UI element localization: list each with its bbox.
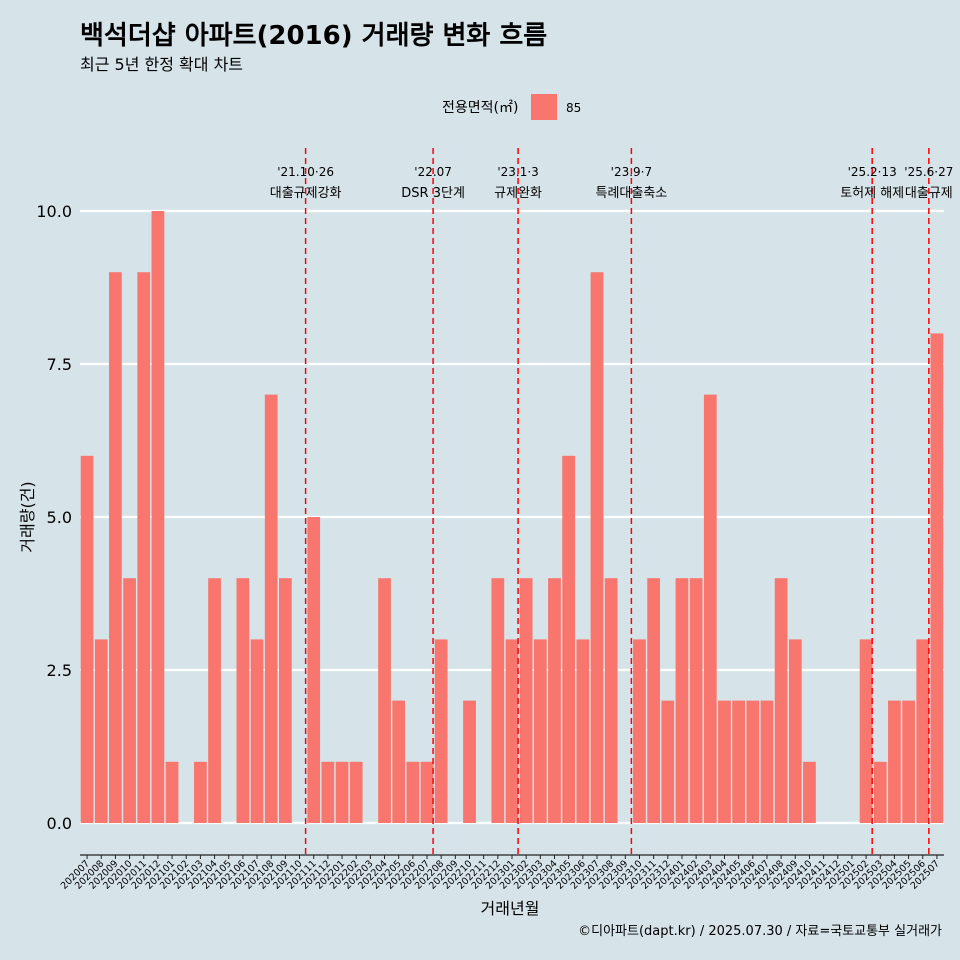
event-date: '23.1·3 bbox=[497, 165, 538, 179]
bar bbox=[194, 761, 207, 823]
bar bbox=[689, 578, 703, 823]
bar bbox=[123, 578, 136, 823]
event-date: '25.2·13 bbox=[848, 165, 897, 179]
legend-swatch bbox=[531, 94, 557, 120]
event-date: '23.9·7 bbox=[611, 165, 652, 179]
bar bbox=[165, 761, 179, 823]
event-lines: '21.10·26 대출규제강화 '22.07 DSR 3단계 '23.1·3 규제완화 '… bbox=[270, 148, 953, 855]
legend-title: 전용면적(㎡) bbox=[442, 100, 518, 116]
y-tick-label: 7.5 bbox=[47, 355, 72, 374]
bar bbox=[562, 455, 576, 823]
bar bbox=[675, 578, 689, 823]
bar bbox=[732, 700, 745, 823]
bar bbox=[902, 700, 915, 823]
event-date: '25.6·27 bbox=[904, 165, 953, 179]
chart-subtitle: 최근 5년 한정 확대 차트 bbox=[80, 55, 243, 74]
event-date: '22.07 bbox=[414, 165, 452, 179]
bar bbox=[109, 272, 122, 823]
event-label: 특례대출축소 bbox=[596, 186, 668, 201]
bar bbox=[633, 639, 646, 823]
bar bbox=[930, 333, 944, 823]
event-label: 대출규제 bbox=[905, 186, 953, 201]
bar bbox=[378, 578, 391, 823]
bar bbox=[760, 700, 774, 823]
caption: ©디아파트(dapt.kr) / 2025.07.30 / 자료=국토교통부 실… bbox=[578, 924, 942, 939]
event-label: 규제완화 bbox=[494, 186, 542, 201]
bar bbox=[803, 761, 816, 823]
bar bbox=[208, 578, 221, 823]
bar bbox=[703, 394, 717, 823]
x-axis: 2020072020082020092020102020112020122021… bbox=[59, 854, 944, 892]
y-axis: 0.0 2.5 5.0 7.5 10.0 bbox=[36, 202, 72, 833]
y-tick-label: 5.0 bbox=[47, 508, 72, 527]
bar bbox=[505, 639, 519, 823]
bar bbox=[788, 639, 802, 823]
bar bbox=[392, 700, 406, 823]
bar bbox=[590, 272, 604, 823]
bar bbox=[647, 578, 661, 823]
bar bbox=[279, 578, 292, 823]
y-tick-label: 2.5 bbox=[47, 661, 72, 680]
bar bbox=[888, 700, 901, 823]
bar bbox=[335, 761, 349, 823]
event-label: DSR 3단계 bbox=[401, 186, 465, 201]
bar bbox=[533, 639, 547, 823]
bar bbox=[264, 394, 278, 823]
y-tick-label: 10.0 bbox=[36, 202, 72, 221]
bar bbox=[859, 639, 873, 823]
event-label: 대출규제강화 bbox=[270, 186, 342, 201]
bar bbox=[321, 761, 335, 823]
y-axis-title: 거래량(건) bbox=[18, 481, 37, 552]
bar bbox=[434, 639, 448, 823]
bar bbox=[519, 578, 533, 823]
bar bbox=[80, 455, 94, 823]
bar bbox=[604, 578, 618, 823]
bar bbox=[406, 761, 420, 823]
bar bbox=[576, 639, 590, 823]
y-tick-label: 0.0 bbox=[47, 814, 72, 833]
bar bbox=[137, 272, 151, 823]
event-label: 토허제 해제 bbox=[840, 186, 904, 201]
bar bbox=[661, 700, 675, 823]
bar bbox=[548, 578, 561, 823]
bar bbox=[420, 761, 434, 823]
bar bbox=[873, 761, 887, 823]
bar bbox=[916, 639, 930, 823]
bar bbox=[349, 761, 363, 823]
bar bbox=[774, 578, 788, 823]
bars bbox=[80, 211, 944, 823]
bar bbox=[250, 639, 264, 823]
bar bbox=[463, 700, 476, 823]
bar bbox=[151, 211, 165, 823]
bar bbox=[718, 700, 731, 823]
chart-title: 백석더샵 아파트(2016) 거래량 변화 흐름 bbox=[80, 21, 547, 51]
bar bbox=[236, 578, 250, 823]
event-date: '21.10·26 bbox=[277, 165, 334, 179]
bar bbox=[307, 517, 321, 823]
x-axis-title: 거래년월 bbox=[481, 899, 540, 918]
bar bbox=[491, 578, 505, 823]
bar bbox=[94, 639, 108, 823]
legend-item-label: 85 bbox=[566, 101, 581, 115]
legend: 전용면적(㎡) 85 bbox=[442, 94, 581, 120]
bar bbox=[746, 700, 760, 823]
